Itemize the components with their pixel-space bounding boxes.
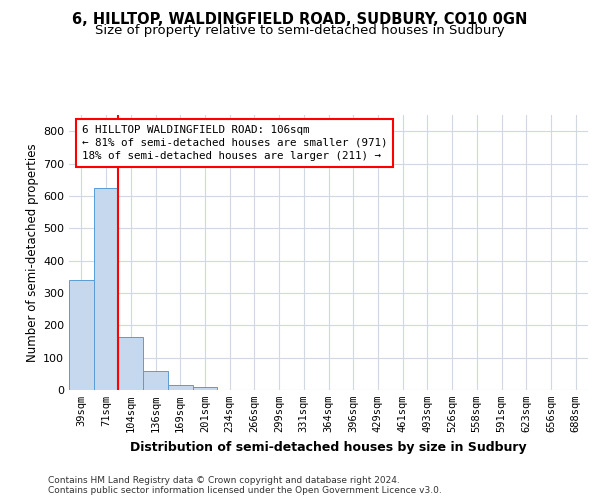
Text: 6, HILLTOP, WALDINGFIELD ROAD, SUDBURY, CO10 0GN: 6, HILLTOP, WALDINGFIELD ROAD, SUDBURY, … xyxy=(73,12,527,28)
Text: 6 HILLTOP WALDINGFIELD ROAD: 106sqm
← 81% of semi-detached houses are smaller (9: 6 HILLTOP WALDINGFIELD ROAD: 106sqm ← 81… xyxy=(82,124,387,161)
Bar xyxy=(118,338,143,390)
Bar xyxy=(168,385,193,390)
Bar xyxy=(193,388,217,390)
X-axis label: Distribution of semi-detached houses by size in Sudbury: Distribution of semi-detached houses by … xyxy=(130,440,527,454)
Bar xyxy=(143,370,168,390)
Bar xyxy=(69,280,94,390)
Text: Size of property relative to semi-detached houses in Sudbury: Size of property relative to semi-detach… xyxy=(95,24,505,37)
Bar xyxy=(94,188,118,390)
Y-axis label: Number of semi-detached properties: Number of semi-detached properties xyxy=(26,143,39,362)
Text: Contains HM Land Registry data © Crown copyright and database right 2024.
Contai: Contains HM Land Registry data © Crown c… xyxy=(48,476,442,495)
